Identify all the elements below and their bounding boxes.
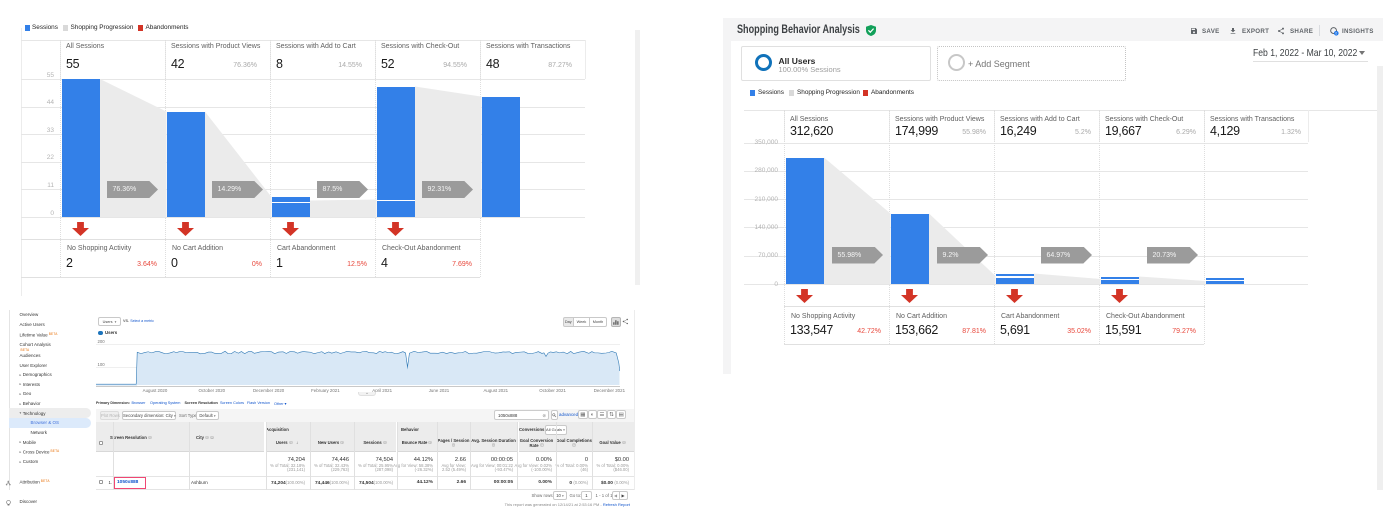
svg-text:0: 0 — [1335, 31, 1337, 35]
